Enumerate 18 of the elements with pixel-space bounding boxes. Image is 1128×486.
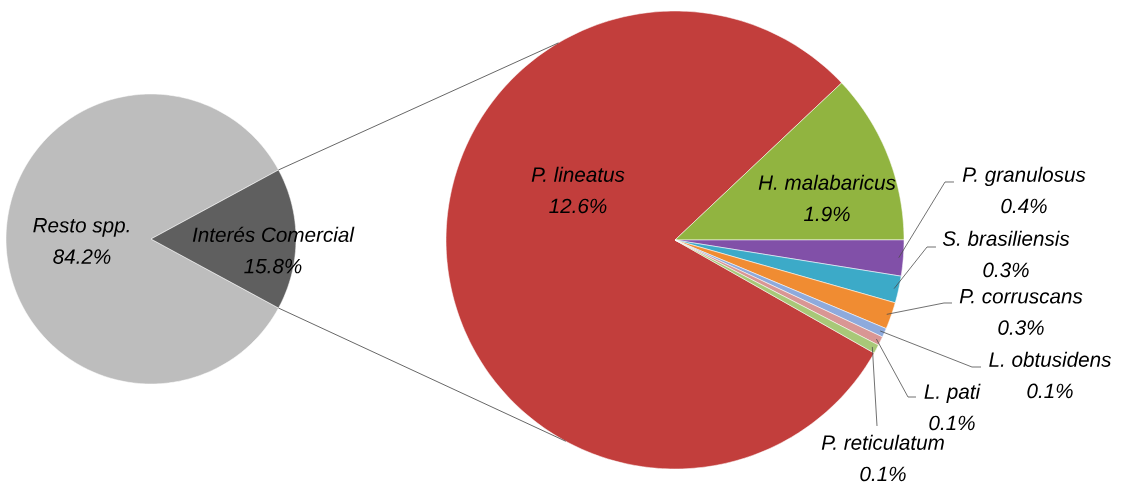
data-label: 1.9% (804, 206, 850, 222)
data-label: 0.3% (983, 262, 1029, 278)
slice-label: P. reticulatum (821, 434, 944, 450)
data-label: 0.3% (998, 320, 1044, 335)
data-label: 0.1% (1027, 383, 1073, 399)
slice-label: H. malabaricus (758, 174, 896, 190)
slice-label: P. corruscans (959, 289, 1083, 304)
data-label: 84.2% (53, 249, 111, 264)
slice-label: L. pati (924, 383, 981, 404)
slice-label: Resto spp. (33, 218, 129, 237)
slice-label: P. lineatus (531, 166, 625, 182)
slice-label: S. brasiliensis (942, 230, 1070, 246)
data-label: 0.1% (929, 415, 975, 431)
data-label: 0.1% (860, 466, 906, 482)
slice-label: L. obtusidens (989, 351, 1112, 367)
data-label: 0.4% (1001, 198, 1047, 214)
data-label: 12.6% (549, 198, 607, 214)
slice-label: P. granulosus (962, 166, 1086, 187)
